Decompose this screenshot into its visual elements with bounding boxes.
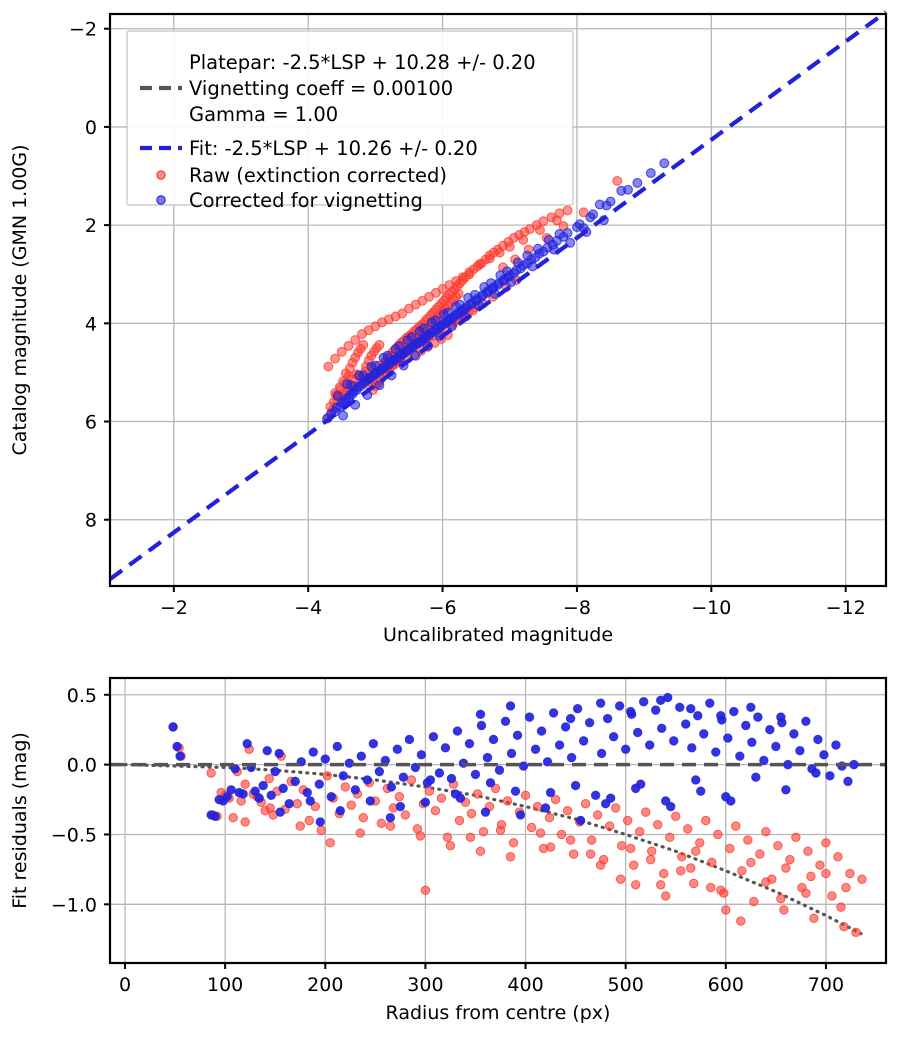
x-axis-label: Uncalibrated magnitude: [383, 624, 613, 646]
x-tick-label: 400: [507, 974, 543, 996]
grid-lines: [110, 678, 886, 963]
x-tick-label: −10: [691, 597, 731, 619]
legend-dot-icon: [156, 195, 166, 205]
x-tick-label: −8: [563, 597, 591, 619]
magnitude-calibration-svg: −2 −4 −6 −8 −10 −12 −2 0 2 4 6 8 Uncalibrated magnit…: [9, 10, 888, 646]
axes-frame: [108, 12, 888, 588]
legend-label: Platepar: -2.5*LSP + 10.28 +/- 0.20: [189, 51, 536, 74]
legend-label: Gamma = 1.00: [189, 103, 338, 126]
y-tick-label: −0.5: [51, 824, 97, 846]
y-tick-label: −1.0: [51, 894, 97, 916]
y-tick-label: 6: [85, 412, 97, 434]
legend-label: Corrected for vignetting: [189, 189, 423, 212]
legend: Platepar: -2.5*LSP + 10.28 +/- 0.20 Vigne…: [126, 30, 574, 212]
x-tick-label: −12: [826, 597, 866, 619]
fit-line: [108, 10, 888, 581]
x-tick-label: 600: [708, 974, 744, 996]
y-tick-label: 4: [85, 313, 97, 335]
y-tick-label: 2: [85, 215, 97, 237]
y-tick-label: 0.5: [67, 685, 97, 707]
tick-marks: −2 −4 −6 −8 −10 −12 −2 0 2 4 6 8: [69, 19, 866, 619]
y-tick-label: −2: [69, 19, 97, 41]
fit-residuals-svg: 0 100 200 300 400 500 600 700 0.5 0.0 −0.5 −1.0 Radi…: [9, 676, 888, 1024]
y-tick-label: 0: [85, 117, 97, 139]
x-tick-label: 200: [307, 974, 343, 996]
legend-label: Raw (extinction corrected): [189, 164, 447, 187]
y-axis-label: Fit residuals (mag): [9, 732, 31, 909]
x-tick-label: 700: [808, 974, 844, 996]
x-tick-label: 500: [608, 974, 644, 996]
legend-label: Fit: -2.5*LSP + 10.26 +/- 0.20: [189, 137, 478, 160]
y-tick-label: 8: [85, 510, 97, 532]
y-axis-label: Catalog magnitude (GMN 1.00G): [9, 144, 31, 455]
magnitude-calibration-panel: −2 −4 −6 −8 −10 −12 −2 0 2 4 6 8 Uncalibrated magnit…: [9, 10, 888, 646]
fit-residuals-panel: 0 100 200 300 400 500 600 700 0.5 0.0 −0.5 −1.0 Radi…: [0, 650, 900, 1050]
axes-frame: [108, 676, 888, 965]
tick-marks: 0 100 200 300 400 500 600 700 0.5 0.0 −0.5 −1.0: [51, 685, 844, 996]
x-tick-label: −6: [429, 597, 457, 619]
y-tick-label: 0.0: [67, 755, 97, 777]
x-tick-label: 100: [207, 974, 243, 996]
x-tick-label: −2: [160, 597, 188, 619]
x-axis-label: Radius from centre (px): [386, 1002, 611, 1024]
x-tick-label: 0: [119, 974, 131, 996]
residual-series-corrected: [168, 692, 859, 827]
x-tick-label: 300: [407, 974, 443, 996]
legend-label: Vignetting coeff = 0.00100: [189, 77, 453, 100]
x-tick-label: −4: [294, 597, 322, 619]
legend-box: [126, 30, 574, 206]
legend-dot-icon: [156, 170, 166, 180]
